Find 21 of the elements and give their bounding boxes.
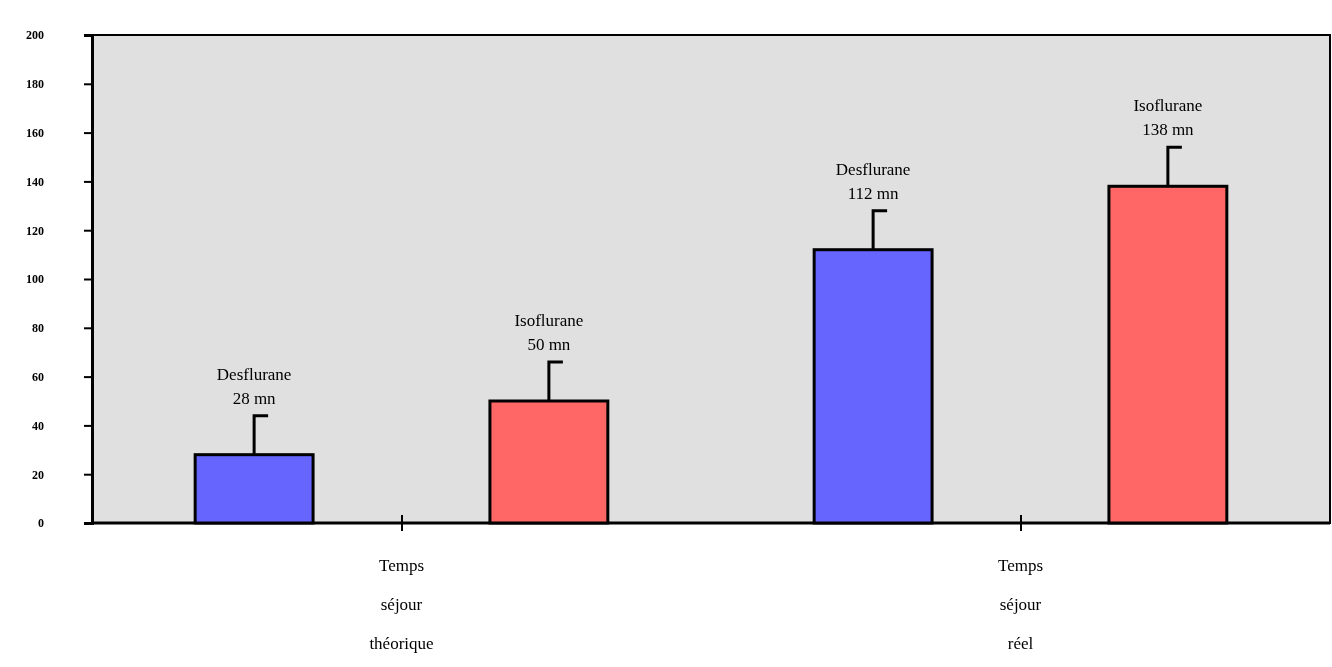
y-tick-label: 40 [32, 418, 44, 433]
annotation: Desflurane [835, 159, 911, 179]
data-label: 138 mn [1142, 120, 1195, 140]
y-tick-label: 120 [26, 223, 44, 238]
y-tick-label: 20 [32, 467, 44, 482]
y-tick-label: 160 [26, 125, 44, 140]
x-tick-label: Temps séjour théorique [369, 556, 434, 653]
y-tick-label: 200 [26, 28, 44, 43]
data-label: 50 mn [527, 334, 571, 354]
y-tick-label: 180 [26, 77, 44, 92]
y-tick-label: 60 [32, 369, 44, 384]
data-label: 28 mn [232, 388, 277, 408]
annotation: Isoflurane [514, 310, 584, 330]
x-tick-label: Temps séjour réel [997, 556, 1044, 653]
annotation: Isoflurane [1133, 96, 1203, 116]
annotation: Desflurane [216, 364, 292, 384]
y-tick-label: 100 [26, 272, 44, 287]
y-tick-label: 140 [26, 174, 44, 189]
data-label: 112 mn [847, 183, 900, 203]
y-tick-label: 80 [32, 321, 44, 336]
y-tick-label: 0 [38, 516, 44, 531]
